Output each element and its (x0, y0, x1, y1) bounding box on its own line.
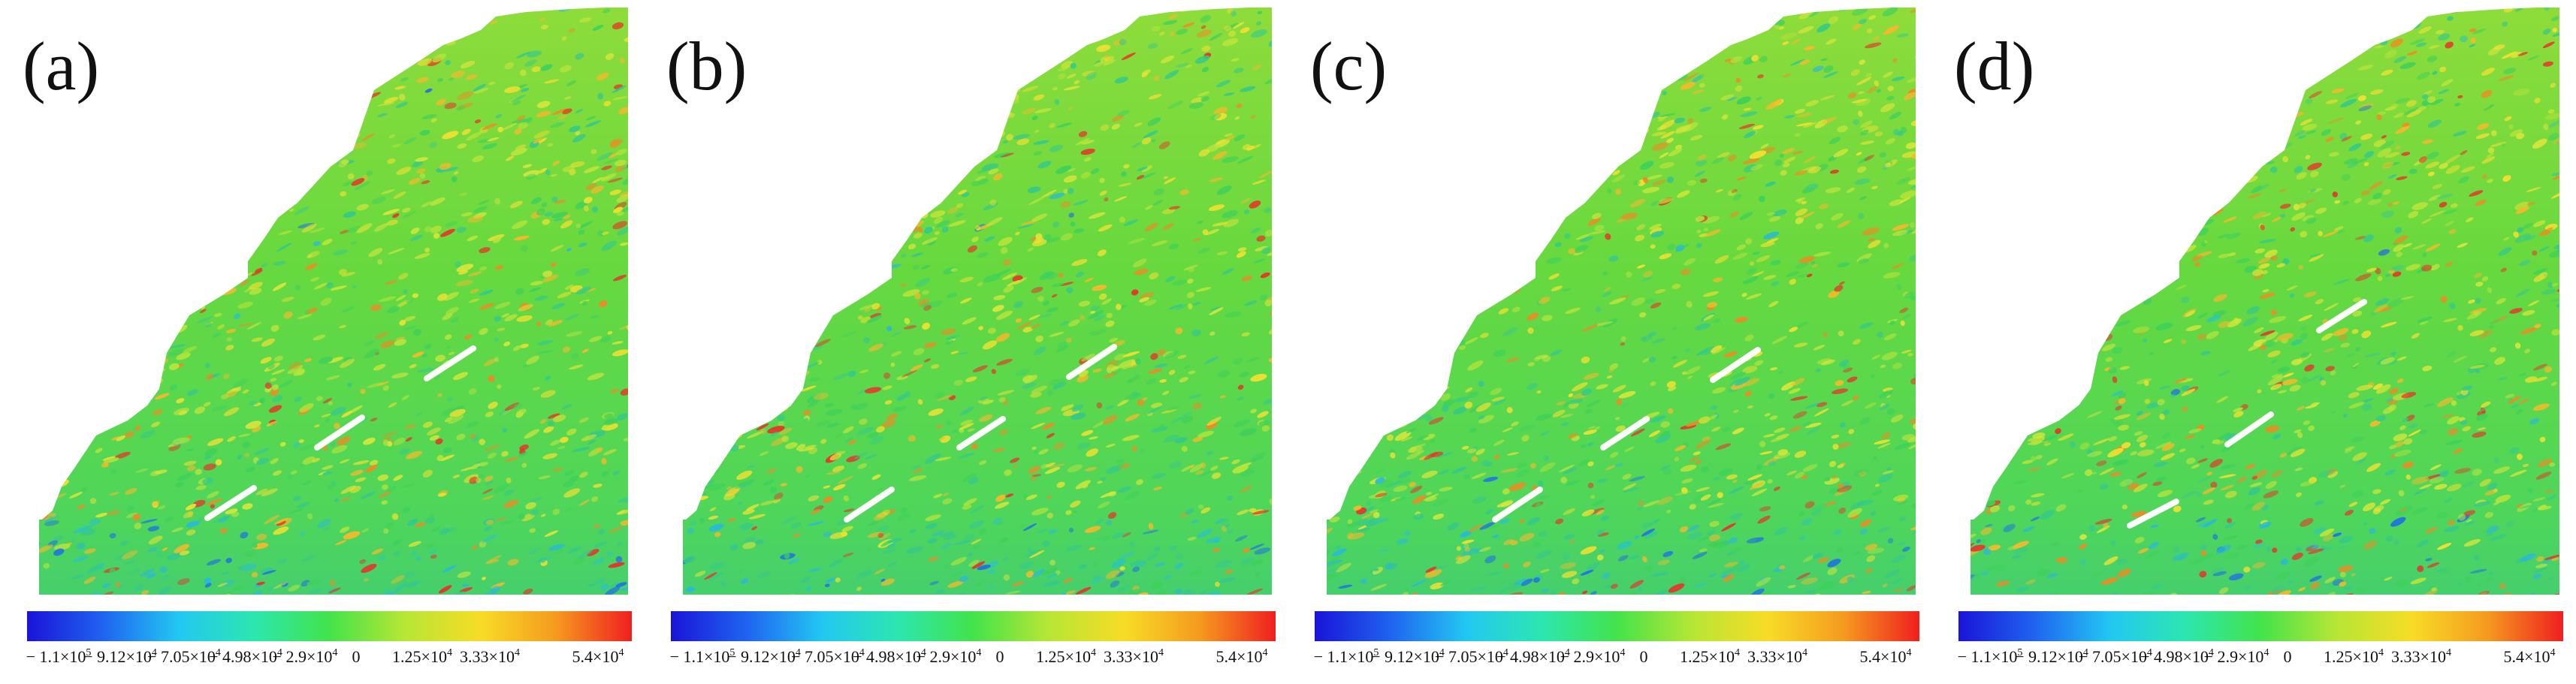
stress-field-plot (39, 8, 628, 595)
slip-line-segment (314, 414, 365, 450)
colorbar-tick-label: − 7.05×104 (2079, 647, 2152, 666)
colorbar-tick-label: − 9.12×104 (2015, 647, 2088, 666)
colorbar-tick-label: 3.33×104 (2391, 647, 2451, 666)
slip-line-segment (844, 487, 895, 523)
slip-line-segment (2316, 299, 2367, 333)
colorbar-tick-label: − 4.98×104 (853, 647, 926, 666)
colorbar-tick-label: 3.33×104 (460, 647, 520, 666)
colorbar-tick-label: 0 (1639, 647, 1648, 666)
colorbar-tick-label: 1.25×104 (1036, 647, 1096, 666)
slip-line-segment (956, 416, 1006, 450)
panel-label: (a) (23, 28, 100, 104)
colorbar-tick-label: − 1.1×105 (1957, 647, 2023, 666)
colorbar-tick-label: − 9.12×104 (1371, 647, 1445, 666)
colorbar-tick-label: 1.25×104 (2324, 647, 2384, 666)
slip-line-segment (204, 485, 257, 521)
colorbar-tick-label: 3.33×104 (1104, 647, 1164, 666)
colorbar (1315, 611, 1919, 641)
panel-a: (a) − 1.1×105− 9.12×104− 7.05×104− 4.98×1… (0, 0, 644, 684)
colorbar-ticks: − 1.1×105− 9.12×104− 7.05×104− 4.98×104−… (644, 647, 1288, 677)
colorbar-tick-label: − 2.9×104 (272, 647, 338, 666)
colorbar-tick-label: − 4.98×104 (209, 647, 282, 666)
panel-label: (b) (666, 28, 747, 104)
colorbar-tick-label: 0 (2283, 647, 2292, 666)
colorbar-tick-label: − 2.9×104 (916, 647, 982, 666)
colorbar-tick-label: − 7.05×104 (147, 647, 221, 666)
slip-line-segment (1600, 416, 1650, 450)
colorbar-tick-label: − 1.1×105 (26, 647, 92, 666)
stress-field-plot (1327, 8, 1916, 595)
panel-label: (c) (1310, 28, 1388, 104)
colorbar-tick-label: 0 (352, 647, 361, 666)
slip-line-segment (1492, 487, 1543, 523)
colorbar (671, 611, 1276, 641)
colorbar-tick-label: − 7.05×104 (1435, 647, 1508, 666)
stress-field-plot (1971, 8, 2559, 595)
stress-field-plot (683, 8, 1272, 595)
colorbar-tick-label: 5.4×104 (1216, 647, 1268, 666)
slip-line-segment (424, 345, 476, 381)
colorbar (1958, 611, 2563, 641)
slip-line-segment (2127, 499, 2179, 529)
colorbar-ticks: − 1.1×105− 9.12×104− 7.05×104− 4.98×104−… (1931, 647, 2575, 677)
colorbar-tick-label: 5.4×104 (2503, 647, 2556, 666)
colorbar-ticks: − 1.1×105− 9.12×104− 7.05×104− 4.98×104−… (1288, 647, 1931, 677)
colorbar (27, 611, 632, 641)
colorbar-tick-label: − 1.1×105 (1313, 647, 1379, 666)
colorbar-tick-label: − 4.98×104 (1496, 647, 1570, 666)
panel-b: (b) − 1.1×105− 9.12×104− 7.05×104− 4.98×1… (644, 0, 1288, 684)
slip-line-segment (2224, 411, 2274, 447)
slip-line-segment (1710, 347, 1761, 383)
colorbar-tick-label: − 7.05×104 (791, 647, 865, 666)
colorbar-tick-label: 5.4×104 (1859, 647, 1912, 666)
colorbar-tick-label: − 2.9×104 (1560, 647, 1626, 666)
colorbar-tick-label: − 1.1×105 (669, 647, 735, 666)
colorbar-tick-label: − 9.12×104 (727, 647, 801, 666)
colorbar-tick-label: 5.4×104 (572, 647, 624, 666)
colorbar-tick-label: 1.25×104 (392, 647, 452, 666)
panel-label: (d) (1954, 28, 2035, 104)
colorbar-tick-label: 0 (995, 647, 1004, 666)
colorbar-tick-label: − 2.9×104 (2203, 647, 2269, 666)
colorbar-tick-label: 3.33×104 (1747, 647, 1807, 666)
colorbar-ticks: − 1.1×105− 9.12×104− 7.05×104− 4.98×104−… (0, 647, 644, 677)
slip-line-segment (1066, 344, 1117, 380)
colorbar-tick-label: − 4.98×104 (2140, 647, 2214, 666)
panel-d: (d) − 1.1×105− 9.12×104− 7.05×104− 4.98×1… (1931, 0, 2575, 684)
colorbar-tick-label: 1.25×104 (1680, 647, 1740, 666)
colorbar-tick-label: − 9.12×104 (83, 647, 157, 666)
panel-c: (c) − 1.1×105− 9.12×104− 7.05×104− 4.98×1… (1288, 0, 1931, 684)
